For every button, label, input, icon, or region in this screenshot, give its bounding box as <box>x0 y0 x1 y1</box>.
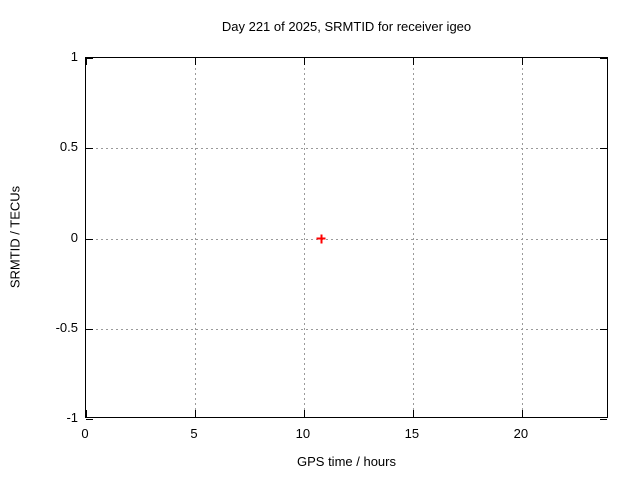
chart-title: Day 221 of 2025, SRMTID for receiver ige… <box>221 19 472 34</box>
gridline <box>521 58 523 417</box>
y-tick-label: -1 <box>66 410 78 425</box>
x-tick-label: 10 <box>295 426 311 441</box>
gridline <box>303 58 305 417</box>
y-tick-label: 0 <box>70 229 78 245</box>
x-tick-label: 5 <box>190 426 198 441</box>
gridline <box>86 238 607 240</box>
gridline <box>412 58 414 417</box>
tick-mark <box>412 58 414 65</box>
tick-mark <box>86 148 93 150</box>
tick-mark <box>521 410 523 417</box>
x-axis-label: GPS time / hours <box>297 454 396 469</box>
tick-mark <box>600 148 607 150</box>
tick-mark <box>86 419 93 420</box>
tick-mark <box>86 328 93 330</box>
tick-mark <box>600 328 607 330</box>
y-tick-label: -0.5 <box>55 319 78 335</box>
tick-mark <box>86 58 87 65</box>
tick-mark <box>521 58 523 65</box>
tick-mark <box>194 58 196 65</box>
tick-mark <box>303 58 305 65</box>
x-tick-label: 15 <box>404 426 420 441</box>
gridline <box>86 328 607 330</box>
tick-mark <box>86 238 93 240</box>
y-tick-label: 1 <box>70 49 78 64</box>
gridline <box>194 58 196 417</box>
tick-mark <box>412 410 414 417</box>
tick-mark <box>86 58 93 59</box>
tick-mark <box>600 419 607 420</box>
tick-mark <box>303 410 305 417</box>
y-tick-label: 0.5 <box>59 139 78 155</box>
tick-mark <box>194 410 196 417</box>
gridline <box>86 148 607 150</box>
x-tick-label: 0 <box>81 426 89 441</box>
tick-mark <box>600 238 607 240</box>
data-point-marker <box>316 234 326 243</box>
tick-mark <box>600 58 607 59</box>
x-tick-label: 20 <box>513 426 529 441</box>
tick-mark <box>86 410 87 417</box>
plot-area <box>85 57 608 420</box>
